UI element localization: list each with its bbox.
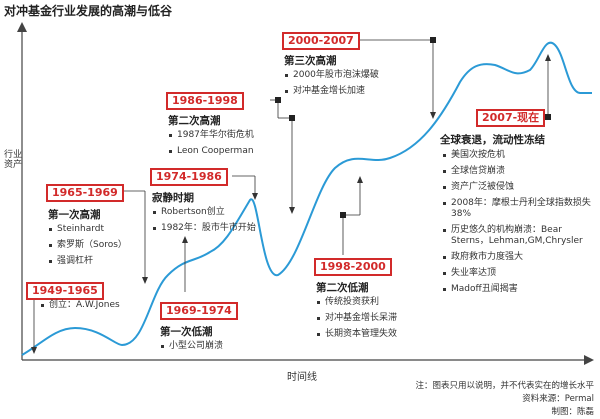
credit-note: 制图：陈磊 <box>551 407 594 417</box>
bullet: 小型公司崩溃 <box>160 341 223 352</box>
marker <box>340 212 346 218</box>
bullets-1965-1969: Steinhardt 索罗斯（Soros） 强调杠杆 <box>48 224 127 272</box>
bullets-1998-2000: 传统投资获利 对冲基金增长呆滞 长期资本管理失效 <box>316 297 397 345</box>
axes <box>17 22 594 365</box>
phase-1998-2000: 第二次低潮 <box>316 282 369 294</box>
bullet: 资产广泛被侵蚀 <box>442 182 592 193</box>
chart-title: 对冲基金行业发展的高潮与低谷 <box>4 4 173 18</box>
period-1986-1998: 1986-1998 <box>166 92 244 110</box>
bullet: 2000年股市泡沫爆破 <box>284 70 379 81</box>
bullet: 索罗斯（Soros） <box>48 240 127 251</box>
phase-1969-1974: 第一次低潮 <box>160 326 213 338</box>
bullet: 美国次按危机 <box>442 150 592 161</box>
bullet: 传统投资获利 <box>316 297 397 308</box>
bullet: 历史悠久的机构崩溃：Bear Sterns，Lehman,GM,Chrysler <box>442 225 592 247</box>
asset-curve <box>21 41 592 356</box>
x-axis-arrow <box>584 355 594 365</box>
bullets-1974-1986: Robertson创立 1982年：股市牛市开始 <box>152 207 256 239</box>
bullet: Steinhardt <box>48 224 127 235</box>
period-1974-1986: 1974-1986 <box>150 168 228 186</box>
bullet: 长期资本管理失效 <box>316 329 397 340</box>
marker <box>430 37 436 43</box>
bullet: 政府救市力度强大 <box>442 252 592 263</box>
bullet: Robertson创立 <box>152 207 256 218</box>
phase-1965-1969: 第一次高潮 <box>48 209 101 221</box>
period-1949-1965: 1949-1965 <box>26 282 104 300</box>
bullet: Madoff丑闻揭害 <box>442 284 592 295</box>
bullets-1986-1998: 1987年华尔街危机 Leon Cooperman <box>168 130 254 162</box>
bullet: 全球信贷崩溃 <box>442 166 592 177</box>
x-axis-label: 时间线 <box>287 372 317 383</box>
period-1998-2000: 1998-2000 <box>314 258 392 276</box>
source-note: 资料来源：Permal <box>522 394 594 404</box>
phase-1974-1986: 寂静时期 <box>152 192 194 204</box>
bullet: Leon Cooperman <box>168 146 254 157</box>
disclaimer-note: 注：图表只用以说明，并不代表实在的增长水平 <box>415 381 594 391</box>
bullet: 2008年：摩根士丹利全球指数损失38% <box>442 198 592 220</box>
phase-1986-1998: 第二次高潮 <box>168 115 221 127</box>
period-1969-1974: 1969-1974 <box>160 302 238 320</box>
marker <box>545 114 551 120</box>
joint-markers <box>275 37 551 218</box>
phase-2000-2007: 第三次高潮 <box>284 55 337 67</box>
bullet: 创立：A.W.Jones <box>40 300 120 311</box>
bullet: 1982年：股市牛市开始 <box>152 223 256 234</box>
marker <box>289 115 295 121</box>
bullets-2000-2007: 2000年股市泡沫爆破 对冲基金增长加速 <box>284 70 379 102</box>
phase-2007-now: 全球衰退，流动性冻结 <box>440 134 545 146</box>
bullet: 对冲基金增长呆滞 <box>316 313 397 324</box>
bullets-2007-now: 美国次按危机 全球信贷崩溃 资产广泛被侵蚀 2008年：摩根士丹利全球指数损失3… <box>442 150 592 300</box>
marker <box>275 97 281 103</box>
bullets-1969-1974: 小型公司崩溃 <box>160 341 223 357</box>
period-2007-now: 2007-现在 <box>476 109 546 127</box>
bullet: 1987年华尔街危机 <box>168 130 254 141</box>
period-2000-2007: 2000-2007 <box>282 32 360 50</box>
bullet: 对冲基金增长加速 <box>284 86 379 97</box>
bullet: 失业率达顶 <box>442 268 592 279</box>
y-axis-label: 行业资产 <box>4 150 23 170</box>
bullets-1949-1965: 创立：A.W.Jones <box>40 300 120 316</box>
period-1965-1969: 1965-1969 <box>46 184 124 202</box>
y-axis-arrow <box>17 22 27 32</box>
bullet: 强调杠杆 <box>48 256 127 267</box>
